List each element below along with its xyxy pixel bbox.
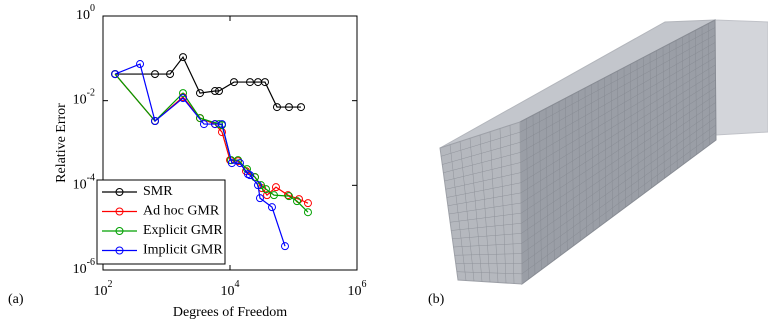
tick-base: 10	[94, 284, 108, 299]
legend-label: Explicit GMR	[143, 223, 223, 238]
tick-exponent: 6	[362, 279, 367, 290]
legend-label: Ad hoc GMR	[143, 204, 220, 219]
tick-label: 104	[221, 279, 240, 299]
tick-exponent: 2	[108, 279, 113, 290]
tick-base: 10	[73, 93, 87, 108]
tick-base: 10	[76, 8, 90, 23]
series-line	[115, 57, 301, 107]
tick-base: 10	[73, 262, 87, 277]
tick-exponent: -2	[87, 88, 95, 99]
x-axis-label: Degrees of Freedom	[173, 305, 287, 320]
figure: (a) (b) Degrees of Freedom Relative Erro…	[0, 0, 768, 326]
panel-label: (b)	[428, 292, 445, 307]
tick-base: 10	[348, 284, 362, 299]
tick-base: 10	[221, 284, 235, 299]
tick-label: 106	[348, 279, 367, 299]
tick-label: 100	[76, 3, 95, 23]
y-axis-label: Relative Error	[54, 103, 69, 183]
panel-label: (a)	[8, 292, 24, 307]
tick-label: 10-4	[73, 173, 95, 193]
tick-base: 10	[73, 178, 87, 193]
tick-exponent: -4	[87, 173, 95, 184]
tick-exponent: 4	[235, 279, 240, 290]
tick-exponent: -6	[87, 257, 95, 268]
legend-label: SMR	[143, 184, 173, 199]
tick-label: 10-2	[73, 88, 95, 108]
mesh-image	[440, 20, 768, 284]
tick-label: 10-6	[73, 257, 95, 277]
tick-exponent: 0	[90, 3, 95, 14]
tick-label: 102	[94, 279, 113, 299]
legend-label: Implicit GMR	[143, 243, 223, 258]
